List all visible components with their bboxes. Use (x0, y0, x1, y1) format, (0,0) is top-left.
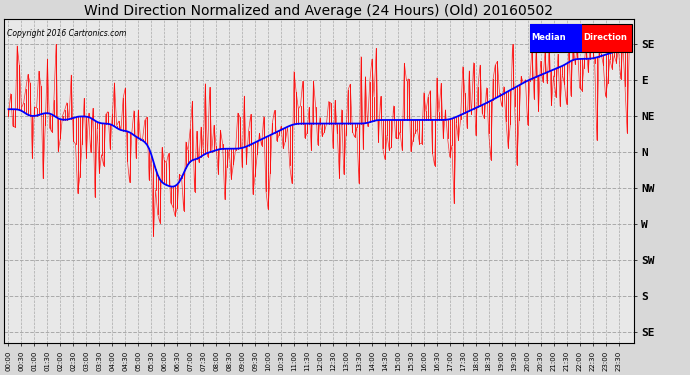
Title: Wind Direction Normalized and Average (24 Hours) (Old) 20160502: Wind Direction Normalized and Average (2… (84, 4, 553, 18)
Text: Copyright 2016 Cartronics.com: Copyright 2016 Cartronics.com (8, 29, 127, 38)
FancyBboxPatch shape (530, 24, 582, 52)
Text: Median: Median (531, 33, 566, 42)
Text: Direction: Direction (583, 33, 627, 42)
FancyBboxPatch shape (530, 24, 633, 52)
